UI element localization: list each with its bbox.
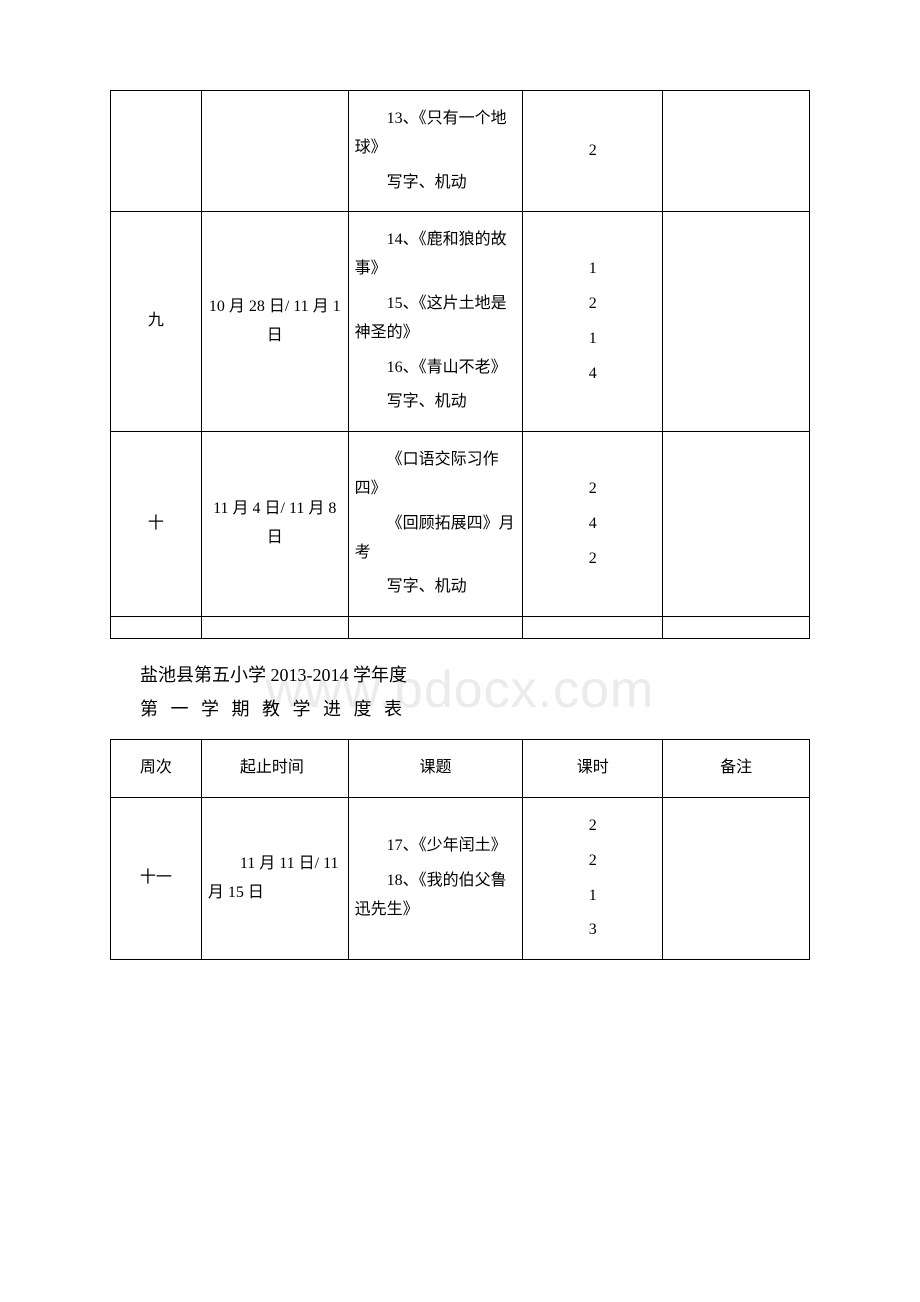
- table-row: 九 10 月 28 日/ 11 月 1 日 14、《鹿和狼的故事》 15、《这片…: [111, 212, 810, 432]
- header-dates: 起止时间: [201, 740, 348, 798]
- empty-cell: [523, 617, 663, 639]
- header-week: 周次: [111, 740, 202, 798]
- topics-cell: 《口语交际习作四》 《回顾拓展四》月考 写字、机动: [348, 432, 523, 617]
- week-cell: 十一: [111, 797, 202, 959]
- dates-cell: 11 月 11 日/ 11 月 15 日: [201, 797, 348, 959]
- table-row: 十 11 月 4 日/ 11 月 8 日 《口语交际习作四》 《回顾拓展四》月考…: [111, 432, 810, 617]
- schedule-table-2: 周次 起止时间 课题 课时 备注 十一 11 月 11 日/ 11 月 15 日…: [110, 739, 810, 960]
- page-title: 盐池县第五小学 2013-2014 学年度: [140, 661, 810, 687]
- note-cell: [663, 91, 810, 212]
- note-cell: [663, 432, 810, 617]
- note-cell: [663, 212, 810, 432]
- dates-cell: 10 月 28 日/ 11 月 1 日: [201, 212, 348, 432]
- hours-cell: 1 2 1 4: [523, 212, 663, 432]
- page-subtitle: 第 一 学 期 教 学 进 度 表: [140, 695, 810, 721]
- empty-cell: [201, 617, 348, 639]
- empty-cell: [348, 617, 523, 639]
- note-cell: [663, 797, 810, 959]
- header-hours: 课时: [523, 740, 663, 798]
- week-cell: [111, 91, 202, 212]
- week-cell: 九: [111, 212, 202, 432]
- dates-cell: [201, 91, 348, 212]
- table-row: [111, 617, 810, 639]
- table-header-row: 周次 起止时间 课题 课时 备注: [111, 740, 810, 798]
- header-note: 备注: [663, 740, 810, 798]
- table-row: 十一 11 月 11 日/ 11 月 15 日 17、《少年闰土》 18、《我的…: [111, 797, 810, 959]
- hours-cell: 2 4 2: [523, 432, 663, 617]
- hours-cell: 2 2 1 3: [523, 797, 663, 959]
- topics-cell: 14、《鹿和狼的故事》 15、《这片土地是神圣的》 16、《青山不老》 写字、机…: [348, 212, 523, 432]
- topics-cell: 17、《少年闰土》 18、《我的伯父鲁迅先生》: [348, 797, 523, 959]
- week-cell: 十: [111, 432, 202, 617]
- topics-cell: 13、《只有一个地球》 写字、机动: [348, 91, 523, 212]
- table-row: 13、《只有一个地球》 写字、机动 2: [111, 91, 810, 212]
- schedule-table-1: 13、《只有一个地球》 写字、机动 2 九 10 月 28 日/ 11 月 1 …: [110, 90, 810, 639]
- header-topics: 课题: [348, 740, 523, 798]
- dates-cell: 11 月 4 日/ 11 月 8 日: [201, 432, 348, 617]
- empty-cell: [663, 617, 810, 639]
- hours-cell: 2: [523, 91, 663, 212]
- empty-cell: [111, 617, 202, 639]
